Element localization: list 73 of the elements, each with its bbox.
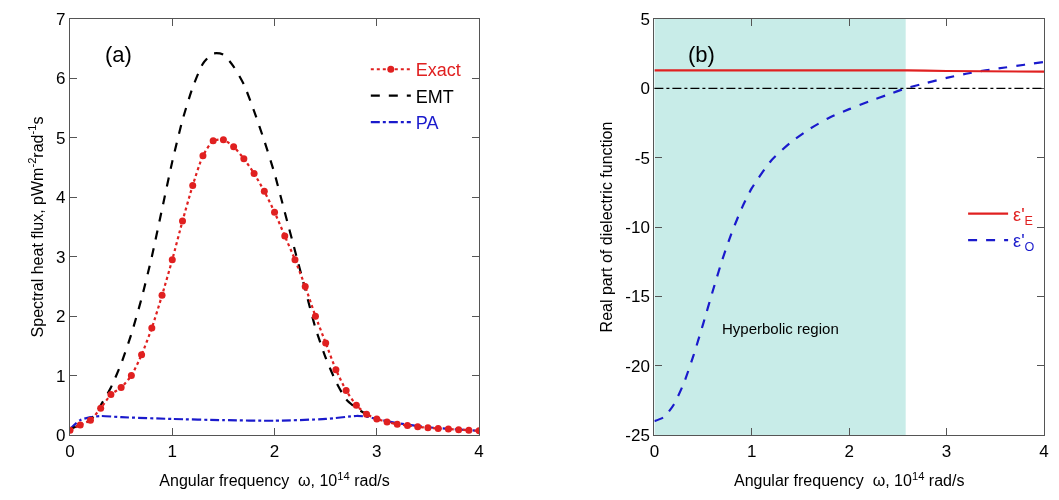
point xyxy=(86,416,94,424)
y-tick-label: 5 xyxy=(55,128,66,148)
y-tick-label: 7 xyxy=(55,9,66,29)
point xyxy=(179,217,186,225)
legend-label: PA xyxy=(415,113,439,134)
point xyxy=(311,312,319,320)
x-tick-label: 3 xyxy=(941,441,952,461)
x-tick-label: 2 xyxy=(844,441,854,461)
point xyxy=(117,383,125,391)
x-tick-label: 4 xyxy=(474,441,484,461)
y-tick-label: 3 xyxy=(55,247,66,267)
x-tick-label: 1 xyxy=(167,441,177,461)
point xyxy=(352,401,360,409)
x-tick-label: 3 xyxy=(372,441,382,461)
point xyxy=(107,391,115,399)
point xyxy=(230,143,238,151)
legend-label: Exact xyxy=(415,60,461,81)
point xyxy=(97,404,105,412)
annotation: (b) xyxy=(688,42,715,67)
point xyxy=(148,324,156,332)
point xyxy=(444,425,452,433)
point xyxy=(189,181,197,189)
point xyxy=(138,351,146,359)
point xyxy=(322,339,330,347)
point xyxy=(271,208,279,216)
y-tick-label: 1 xyxy=(55,366,66,386)
x-tick-label: 2 xyxy=(269,441,280,461)
x-axis-title: Angular frequency ω, 10$^{14}$ rad/s xyxy=(159,469,390,490)
legend-label: EMT xyxy=(415,86,454,107)
y-tick-label: 2 xyxy=(55,307,66,327)
point xyxy=(363,410,371,418)
point xyxy=(332,366,340,374)
y-axis-title: Real part of dielectric function xyxy=(598,121,616,333)
annotation: (a) xyxy=(105,42,132,67)
x-axis-title: Angular frequency ω, 10$^{14}$ rad/s xyxy=(734,469,965,490)
y-tick-label: 0 xyxy=(640,79,650,99)
point xyxy=(424,424,432,432)
point xyxy=(434,424,442,432)
y-tick-label: -20 xyxy=(625,356,650,376)
point xyxy=(127,372,135,380)
y-tick-label: 4 xyxy=(55,188,66,208)
point xyxy=(414,423,422,431)
point xyxy=(158,291,166,299)
point xyxy=(383,418,391,426)
point xyxy=(465,426,473,434)
point xyxy=(240,155,248,163)
y-tick-label: 5 xyxy=(640,9,650,29)
point xyxy=(250,170,258,178)
point xyxy=(291,256,299,264)
x-tick-label: 4 xyxy=(1039,441,1049,461)
y-tick-label: -15 xyxy=(625,287,650,307)
y-tick-label: -10 xyxy=(625,217,650,237)
legend-label: ε'$_{E}$ xyxy=(1013,204,1033,228)
point xyxy=(76,421,84,429)
y-tick-label: -5 xyxy=(634,148,650,168)
x-tick-label: 1 xyxy=(747,441,757,461)
point xyxy=(342,386,350,394)
point xyxy=(260,187,268,195)
y-tick-label: 0 xyxy=(55,425,66,445)
point xyxy=(281,232,289,240)
point xyxy=(455,426,463,434)
point xyxy=(403,421,411,429)
y-tick-label: 6 xyxy=(55,69,66,89)
point xyxy=(209,137,217,145)
band-label: Hyperbolic region xyxy=(722,320,839,337)
y-tick-label: -25 xyxy=(625,425,650,445)
point xyxy=(168,256,176,264)
legend-label: ε'$_{O}$ xyxy=(1013,231,1035,254)
point xyxy=(219,136,227,144)
point xyxy=(301,282,309,290)
point xyxy=(393,420,401,428)
point xyxy=(199,152,207,160)
point xyxy=(373,415,381,423)
